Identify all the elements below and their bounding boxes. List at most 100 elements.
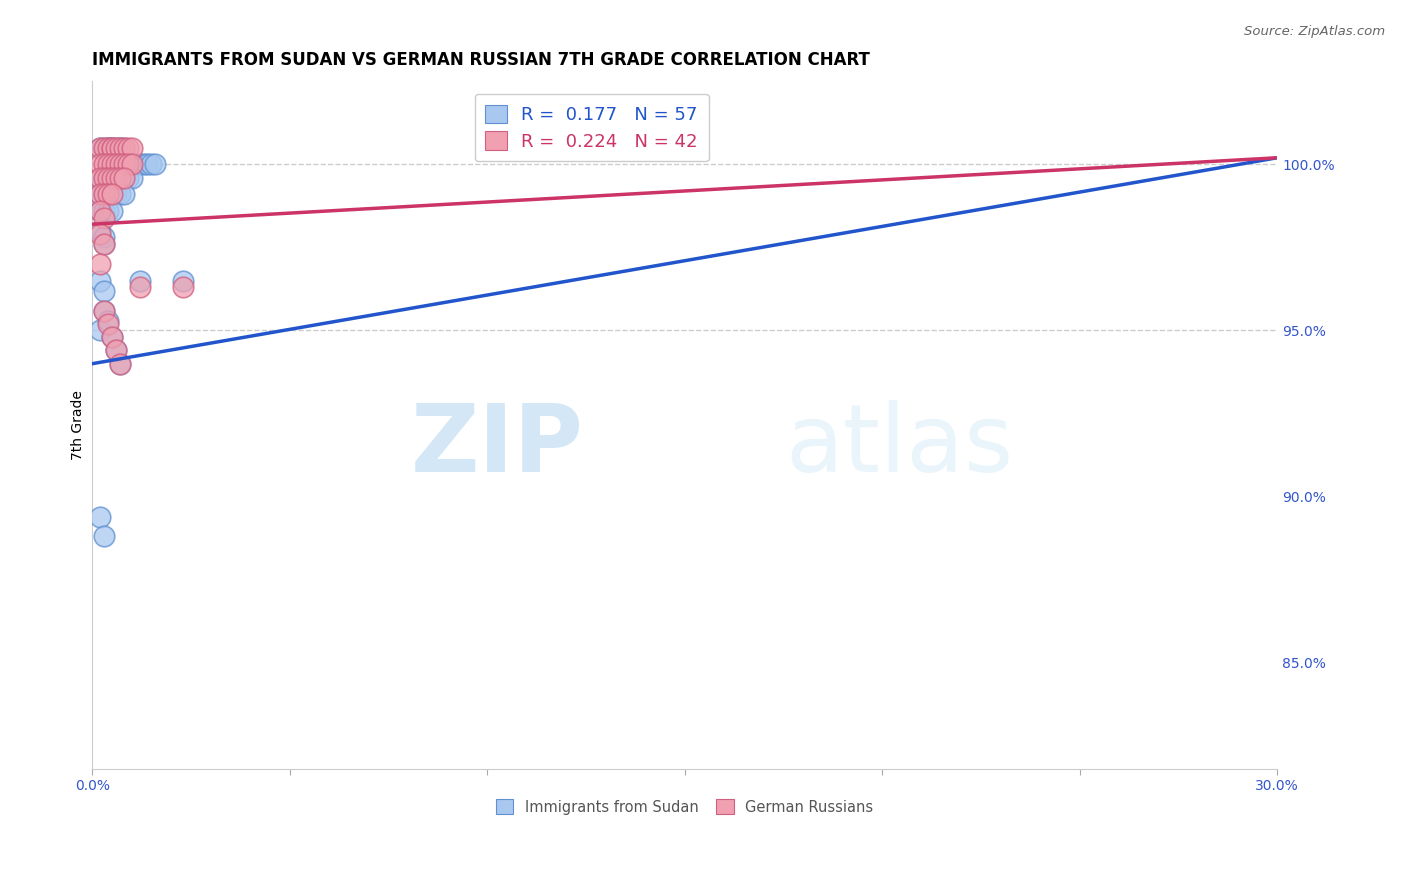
Point [124, 157, 146, 171]
Point [93, 230, 115, 244]
Point [112, 170, 135, 185]
Point [104, 170, 127, 185]
Point [101, 187, 124, 202]
Point [93, 170, 115, 185]
Point [121, 141, 143, 155]
Point [97, 170, 120, 185]
Point [97, 187, 120, 202]
Point [93, 141, 115, 155]
Point [108, 357, 131, 371]
Point [117, 170, 139, 185]
Point [89, 323, 111, 337]
Point [93, 187, 115, 202]
Point [104, 343, 127, 358]
Point [117, 141, 139, 155]
Point [108, 141, 131, 155]
Point [89, 170, 111, 185]
Point [89, 187, 111, 202]
Point [93, 211, 115, 225]
Point [108, 141, 131, 155]
Point [112, 187, 135, 202]
Point [97, 203, 120, 218]
Point [128, 157, 150, 171]
Point [97, 141, 120, 155]
Point [93, 187, 115, 202]
Point [136, 157, 159, 171]
Point [89, 224, 111, 238]
Point [89, 509, 111, 524]
Point [104, 343, 127, 358]
Point [97, 187, 120, 202]
Point [112, 170, 135, 185]
Point [108, 187, 131, 202]
Point [108, 357, 131, 371]
Point [108, 157, 131, 171]
Point [108, 170, 131, 185]
Point [97, 157, 120, 171]
Point [117, 157, 139, 171]
Point [101, 157, 124, 171]
Point [172, 280, 194, 294]
Point [93, 170, 115, 185]
Point [89, 187, 111, 202]
Point [93, 141, 115, 155]
Point [101, 330, 124, 344]
Point [93, 303, 115, 318]
Point [112, 157, 135, 171]
Point [104, 157, 127, 171]
Point [101, 203, 124, 218]
Text: IMMIGRANTS FROM SUDAN VS GERMAN RUSSIAN 7TH GRADE CORRELATION CHART: IMMIGRANTS FROM SUDAN VS GERMAN RUSSIAN … [93, 51, 870, 69]
Point [104, 141, 127, 155]
Point [117, 157, 139, 171]
Point [89, 227, 111, 241]
Point [112, 141, 135, 155]
Point [141, 157, 163, 171]
Legend: Immigrants from Sudan, German Russians: Immigrants from Sudan, German Russians [486, 790, 883, 823]
Point [101, 170, 124, 185]
Point [93, 237, 115, 252]
Point [93, 187, 115, 202]
Point [93, 237, 115, 252]
Point [117, 157, 139, 171]
Point [128, 274, 150, 288]
Point [97, 170, 120, 185]
Point [89, 257, 111, 271]
Point [101, 141, 124, 155]
Point [128, 280, 150, 294]
Point [93, 303, 115, 318]
Point [108, 170, 131, 185]
Point [93, 157, 115, 171]
Point [101, 187, 124, 202]
Point [97, 141, 120, 155]
Point [121, 157, 143, 171]
Point [112, 141, 135, 155]
Point [172, 274, 194, 288]
Point [104, 187, 127, 202]
Point [101, 170, 124, 185]
Point [101, 141, 124, 155]
Text: atlas: atlas [786, 400, 1014, 491]
Point [89, 141, 111, 155]
Point [121, 170, 143, 185]
Point [108, 141, 131, 155]
Point [97, 317, 120, 331]
Point [97, 170, 120, 185]
Text: ZIP: ZIP [411, 400, 583, 491]
Point [89, 157, 111, 171]
Point [89, 141, 111, 155]
Point [93, 284, 115, 298]
Point [89, 274, 111, 288]
Point [89, 170, 111, 185]
Point [97, 313, 120, 327]
Point [104, 141, 127, 155]
Point [89, 203, 111, 218]
Point [145, 157, 167, 171]
Point [101, 141, 124, 155]
Point [121, 157, 143, 171]
Point [93, 529, 115, 543]
Point [121, 157, 143, 171]
Point [89, 203, 111, 218]
Point [93, 203, 115, 218]
Y-axis label: 7th Grade: 7th Grade [72, 390, 86, 460]
Point [101, 330, 124, 344]
